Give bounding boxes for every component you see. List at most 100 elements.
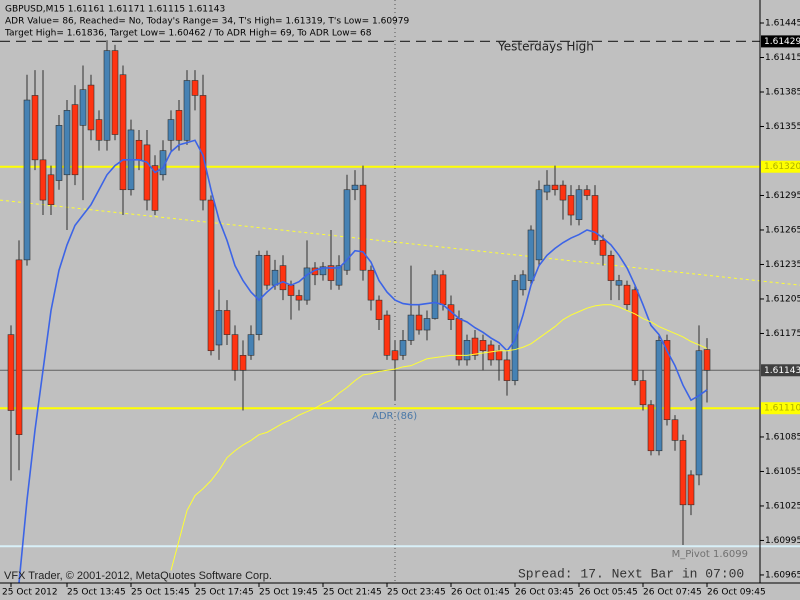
candle-body (287, 284, 295, 296)
candle-body (151, 165, 159, 211)
candle-body (55, 125, 63, 181)
candle-body (607, 254, 615, 281)
adr-label: ADR (86) (372, 411, 417, 422)
candle-body (511, 280, 519, 381)
candle-body (391, 350, 399, 361)
candle-body (543, 184, 551, 193)
candle-body (455, 318, 463, 361)
candle-body (575, 189, 583, 220)
candle-body (663, 340, 671, 421)
y-tick-label: 1.61205 (765, 294, 800, 304)
candle-body (535, 189, 543, 261)
candle-body (47, 174, 55, 205)
candle-body (135, 139, 143, 161)
candle-body (567, 195, 575, 216)
y-tick-label: 1.61265 (765, 225, 800, 235)
candle-body (295, 295, 303, 301)
candle-body (423, 318, 431, 331)
candle-body (359, 184, 367, 271)
candle-body (591, 195, 599, 241)
copyright: VFX Trader, © 2001-2012, MetaQuotes Soft… (4, 570, 272, 582)
candle-body (239, 355, 247, 371)
candle-body (559, 184, 567, 201)
x-tick-label: 25 Oct 23:45 (387, 588, 446, 598)
candle-body (143, 144, 151, 201)
x-tick-label: 25 Oct 13:45 (67, 588, 126, 598)
candle-body (367, 269, 375, 301)
candle-body (103, 50, 111, 141)
level-label: 1.61320 (764, 162, 800, 172)
moving-average (18, 139, 708, 584)
x-tick-label: 26 Oct 07:45 (643, 588, 702, 598)
candle-body (167, 119, 175, 141)
candle-body (431, 274, 439, 319)
x-tick-label: 26 Oct 01:45 (451, 588, 510, 598)
x-tick-label: 26 Oct 03:45 (515, 588, 574, 598)
candle-body (215, 310, 223, 346)
y-tick-label: 1.60965 (765, 570, 800, 580)
candle-body (183, 80, 191, 141)
level-box (761, 402, 800, 415)
candle-body (655, 340, 663, 452)
candle-body (383, 314, 391, 356)
candle-body (111, 50, 119, 135)
candle-body (23, 99, 31, 261)
candle-body (503, 359, 511, 381)
candle-body (39, 159, 47, 201)
candle-body (207, 199, 215, 352)
candle-body (319, 266, 327, 276)
pivot-label: M_Pivot 1.6099 (672, 549, 748, 560)
x-tick-label: 25 Oct 17:45 (195, 588, 254, 598)
candle-body (63, 110, 71, 176)
candle-body (415, 314, 423, 331)
level-box (761, 35, 800, 48)
candle-body (631, 289, 639, 381)
candle-body (95, 119, 103, 141)
candle-body (335, 265, 343, 286)
texts: GBPUSD,M15 1.61161 1.61171 1.61115 1.611… (4, 5, 744, 582)
info-line: ADR Value= 86, Reached= No, Today's Rang… (5, 17, 409, 27)
yesterdays-high-label: Yesterdays High (497, 40, 594, 54)
moving-averages (18, 139, 708, 584)
candle-body (647, 404, 655, 452)
candle-body (695, 350, 703, 476)
candle-body (375, 299, 383, 320)
candle-body (615, 280, 623, 286)
candle-body (583, 189, 591, 196)
candle-body (199, 95, 207, 201)
x-tick-label: 25 Oct 2012 (2, 588, 58, 598)
trend-line (0, 199, 800, 286)
candle-body (495, 350, 503, 361)
level-label: 1.61143 (764, 366, 800, 376)
candle-body (519, 274, 527, 291)
y-tick-label: 1.61385 (765, 87, 800, 97)
candle-body (471, 337, 479, 356)
candle-body (599, 240, 607, 256)
candle-body (15, 259, 23, 435)
candle-body (247, 334, 255, 356)
candle-body (263, 254, 271, 286)
level-label: 1.61429 (764, 37, 800, 47)
candle-body (551, 184, 559, 191)
info-line: GBPUSD,M15 1.61161 1.61171 1.61115 1.611… (5, 5, 225, 15)
overlays (0, 40, 800, 548)
candle-body (71, 104, 79, 176)
candle-body (303, 267, 311, 301)
level-box (761, 160, 800, 173)
candle-body (687, 474, 695, 506)
candle-body (439, 274, 447, 306)
candle-body (223, 310, 231, 335)
candle-body (327, 265, 335, 281)
x-tick-label: 25 Oct 19:45 (259, 588, 318, 598)
candle-body (703, 349, 711, 371)
y-tick-label: 1.61235 (765, 260, 800, 270)
x-tick-label: 25 Oct 21:45 (323, 588, 382, 598)
y-tick-label: 1.61355 (765, 122, 800, 132)
y-tick-label: 1.61415 (765, 53, 800, 63)
candle-body (31, 95, 39, 161)
moving-average (170, 304, 708, 571)
candle-body (271, 269, 279, 286)
